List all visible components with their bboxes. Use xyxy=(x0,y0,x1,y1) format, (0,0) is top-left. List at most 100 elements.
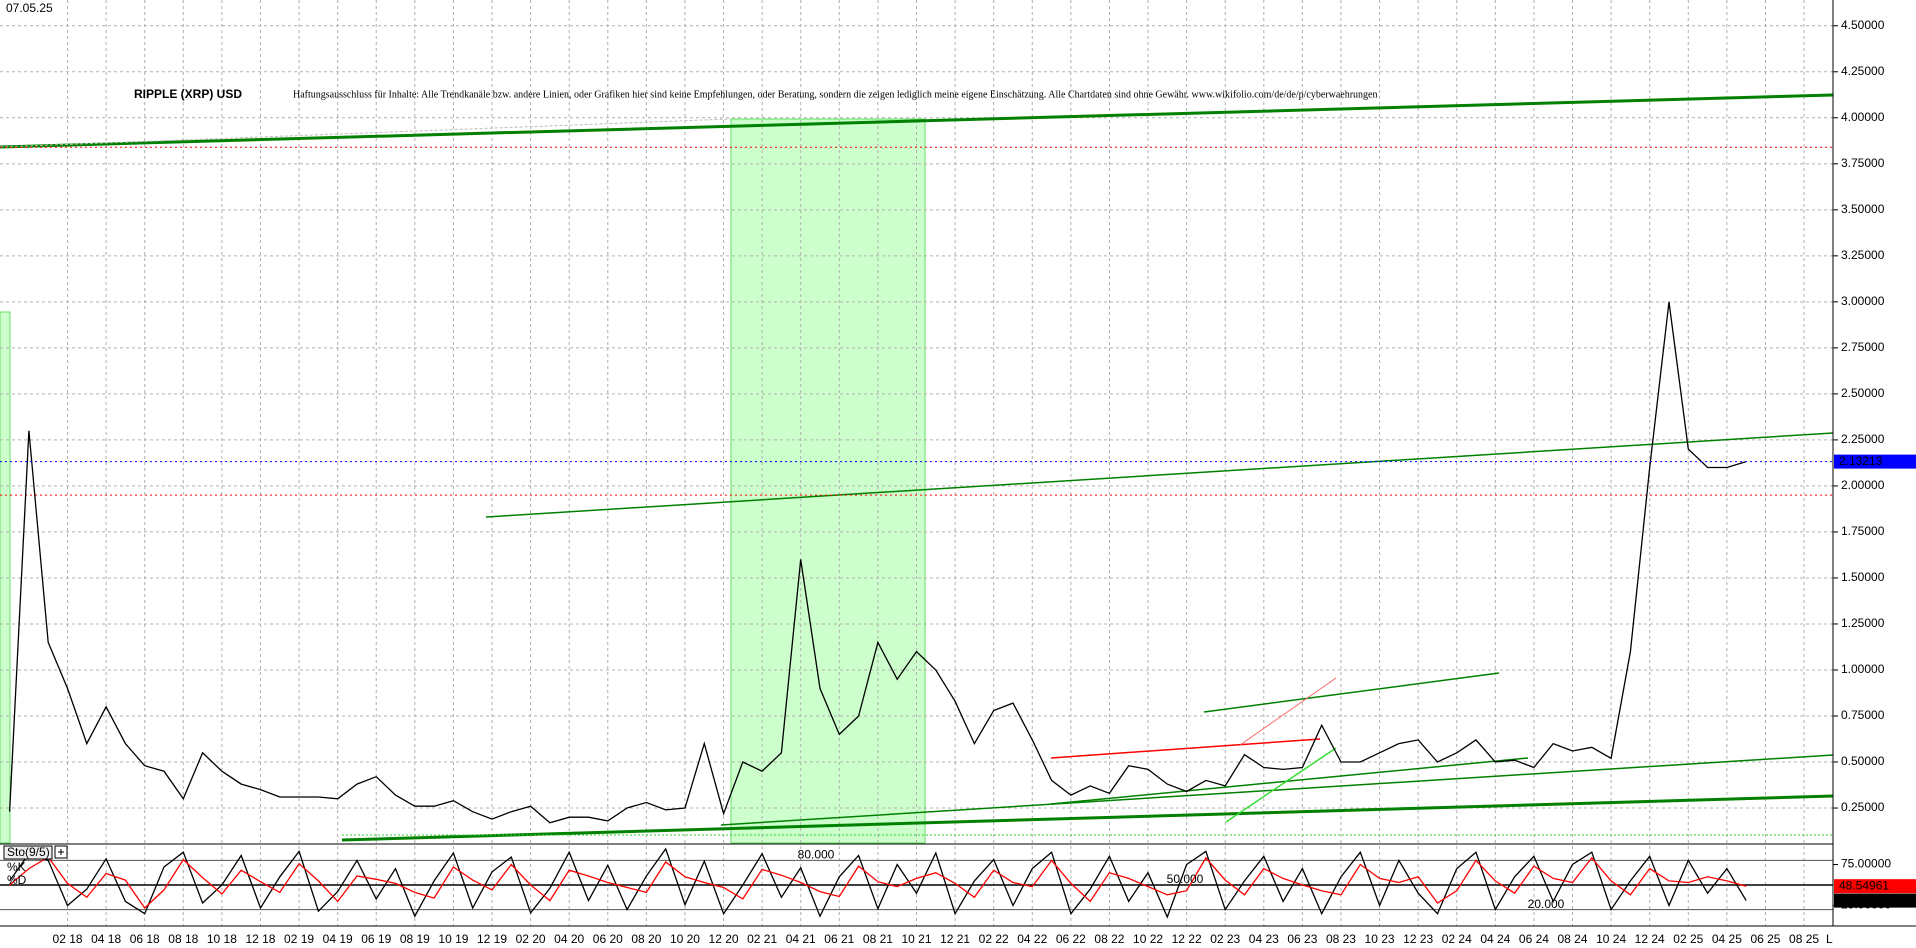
indicator-title: Sto(9/5) xyxy=(7,845,50,859)
price-line xyxy=(8,301,1747,824)
y-tick-label: 2.50000 xyxy=(1841,386,1885,400)
x-tick-label: 06 25 xyxy=(1750,932,1780,946)
y-tick-label: 4.25000 xyxy=(1841,64,1885,78)
y-tick-label: 1.00000 xyxy=(1841,662,1885,676)
y-tick-label: 1.50000 xyxy=(1841,570,1885,584)
trendline xyxy=(485,432,1834,518)
y-tick-label: 3.25000 xyxy=(1841,248,1885,262)
x-tick-label: 08 19 xyxy=(400,932,430,946)
x-tick-label: 04 24 xyxy=(1480,932,1510,946)
x-tick-label: 02 23 xyxy=(1210,932,1240,946)
x-tick-label: 12 21 xyxy=(940,932,970,946)
highlight-zone xyxy=(730,118,926,844)
y-tick-label: 3.75000 xyxy=(1841,156,1885,170)
x-tick-label: 08 23 xyxy=(1326,932,1356,946)
trendline xyxy=(0,93,1834,149)
x-tick-label: 10 21 xyxy=(901,932,931,946)
level-label: 50.000 xyxy=(1167,872,1204,886)
y-tick-label: 0.75000 xyxy=(1841,708,1885,722)
corner-label: L xyxy=(1826,932,1833,946)
x-tick-label: 06 22 xyxy=(1056,932,1086,946)
x-tick-label: 02 18 xyxy=(53,932,83,946)
x-tick-label: 06 18 xyxy=(130,932,160,946)
x-tick-label: 10 19 xyxy=(438,932,468,946)
y-tick-label: 3.50000 xyxy=(1841,202,1885,216)
x-tick-label: 04 19 xyxy=(323,932,353,946)
x-tick-label: 04 21 xyxy=(786,932,816,946)
x-tick-label: 10 22 xyxy=(1133,932,1163,946)
trendline xyxy=(0,118,731,148)
last-value-box xyxy=(1834,879,1916,894)
chart-title: RIPPLE (XRP) USD xyxy=(134,87,242,101)
x-tick-label: 06 23 xyxy=(1287,932,1317,946)
y-tick-label: 1.25000 xyxy=(1841,616,1885,630)
y-tick-label: 4.00000 xyxy=(1841,110,1885,124)
y-tick-label: 2.00000 xyxy=(1841,478,1885,492)
x-tick-label: 02 25 xyxy=(1673,932,1703,946)
x-tick-label: 02 24 xyxy=(1442,932,1472,946)
trendline xyxy=(1203,672,1500,713)
x-tick-label: 04 23 xyxy=(1249,932,1279,946)
legend-label: %K xyxy=(7,860,26,874)
y-tick-label: 75.00000 xyxy=(1841,857,1891,871)
trendline xyxy=(1050,757,1529,805)
y-tick-label: 3.00000 xyxy=(1841,294,1885,308)
x-tick-label: 06 20 xyxy=(593,932,623,946)
last-price-label: 2.13213 xyxy=(1839,454,1883,468)
x-tick-label: 04 20 xyxy=(554,932,584,946)
y-tick-label: 0.25000 xyxy=(1841,800,1885,814)
x-tick-label: 12 19 xyxy=(477,932,507,946)
highlight-zone xyxy=(0,311,11,844)
indicator-box xyxy=(3,845,53,860)
x-tick-label: 08 18 xyxy=(168,932,198,946)
x-tick-label: 12 23 xyxy=(1403,932,1433,946)
last-price-box xyxy=(1834,454,1916,469)
y-tick-label: 1.75000 xyxy=(1841,524,1885,538)
plot xyxy=(0,146,1833,919)
x-tick-label: 10 20 xyxy=(670,932,700,946)
trendlines xyxy=(0,93,1834,842)
trendline xyxy=(1225,747,1337,823)
x-tick-label: 10 24 xyxy=(1596,932,1626,946)
legend-label: %D xyxy=(7,873,27,887)
x-tick-label: 02 21 xyxy=(747,932,777,946)
x-tick-label: 12 22 xyxy=(1172,932,1202,946)
x-tick-label: 12 18 xyxy=(245,932,275,946)
last-value-box xyxy=(1834,893,1916,908)
x-tick-label: 02 22 xyxy=(979,932,1009,946)
x-tick-label: 08 24 xyxy=(1558,932,1588,946)
trendline xyxy=(1239,677,1337,746)
x-tick-label: 10 18 xyxy=(207,932,237,946)
y-tick-label: 2.75000 xyxy=(1841,340,1885,354)
x-tick-label: 10 23 xyxy=(1365,932,1395,946)
level-label: 20.000 xyxy=(1528,897,1565,911)
y-tick-label: 4.50000 xyxy=(1841,18,1885,32)
x-tick-label: 06 21 xyxy=(824,932,854,946)
x-tick-label: 08 21 xyxy=(863,932,893,946)
x-tick-label: 04 18 xyxy=(91,932,121,946)
y-tick-label: 0.50000 xyxy=(1841,754,1885,768)
disclaimer: Haftungsausschluss für Inhalte: Alle Tre… xyxy=(293,89,1378,100)
x-tick-label: 04 22 xyxy=(1017,932,1047,946)
last-value-label: 30.97024 xyxy=(1839,893,1889,907)
x-tick-label: 02 20 xyxy=(516,932,546,946)
x-tick-label: 08 22 xyxy=(1094,932,1124,946)
date: 07.05.25 xyxy=(6,1,53,15)
series-line xyxy=(9,847,1747,919)
y-tick-label: 2.25000 xyxy=(1841,432,1885,446)
trendline xyxy=(720,754,1834,826)
add-icon xyxy=(58,849,64,855)
x-tick-label: 08 25 xyxy=(1789,932,1819,946)
x-tick-label: 04 25 xyxy=(1712,932,1742,946)
trendline xyxy=(1050,738,1321,759)
x-tick-label: 08 20 xyxy=(631,932,661,946)
x-tick-label: 12 20 xyxy=(709,932,739,946)
trendline xyxy=(341,794,1834,842)
series-line xyxy=(9,856,1747,909)
x-tick-label: 02 19 xyxy=(284,932,314,946)
last-value-label: 48.54961 xyxy=(1839,878,1889,892)
x-tick-label: 06 24 xyxy=(1519,932,1549,946)
